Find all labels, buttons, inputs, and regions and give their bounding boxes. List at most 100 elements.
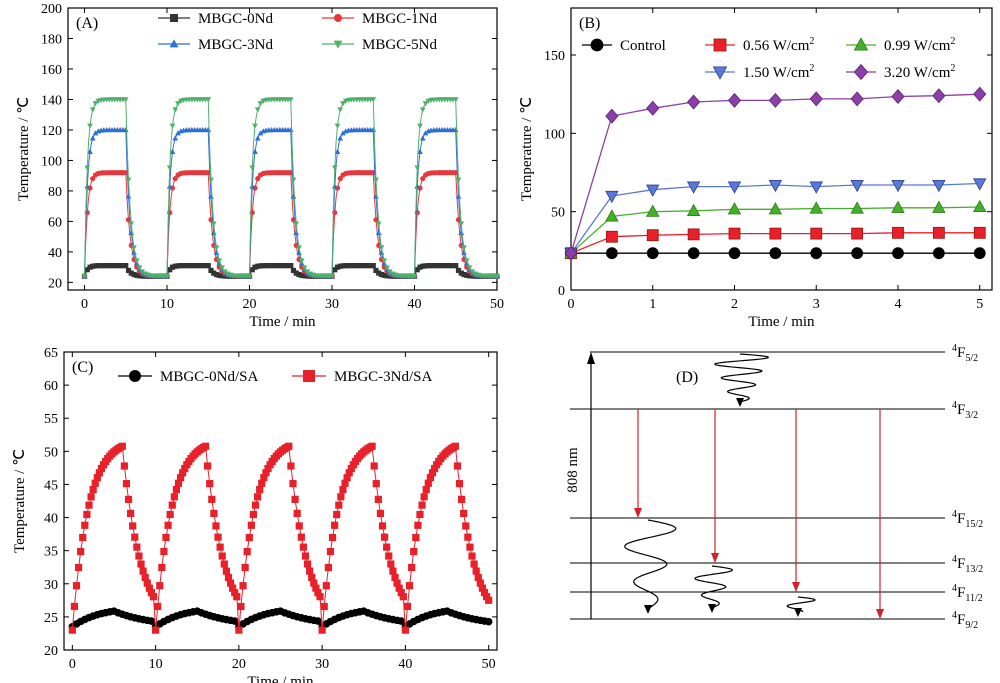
x-tick-label: 40 <box>398 657 412 672</box>
panel-label: (A) <box>76 15 98 32</box>
data-point <box>314 589 322 597</box>
data-point <box>399 593 407 601</box>
data-point <box>252 264 258 270</box>
x-tick-label: 20 <box>243 297 257 312</box>
data-point <box>333 510 341 519</box>
data-point <box>810 227 823 240</box>
data-point <box>318 626 326 634</box>
data-point <box>87 493 95 501</box>
data-point <box>932 200 946 213</box>
data-point <box>247 521 255 529</box>
data-point <box>249 165 256 171</box>
data-point <box>206 480 214 488</box>
panel-d: 4F5/2 4F3/2 4F15/2 4F13/2 4F11/2 4F9/2 (D) 808 … <box>565 343 983 631</box>
y-tick-label: 60 <box>48 215 62 230</box>
panel-c: 0 10 20 30 40 50 20 25 30 35 40 45 50 55 60 65 Time / mi… <box>12 346 498 683</box>
data-point <box>430 464 439 473</box>
data-point <box>219 273 225 279</box>
legend-label: 1.50 W/cm2 <box>743 63 814 81</box>
data-point <box>403 602 412 611</box>
data-point <box>216 258 223 264</box>
data-point <box>204 462 212 470</box>
data-point <box>172 107 179 113</box>
data-point <box>339 486 347 494</box>
data-point <box>257 263 264 269</box>
y-tick-label: 25 <box>44 611 58 626</box>
data-point <box>128 270 134 276</box>
data-point <box>370 97 377 103</box>
data-point <box>122 480 131 488</box>
data-point <box>768 92 782 108</box>
data-point <box>687 228 700 241</box>
data-point <box>243 547 251 556</box>
data-point <box>277 263 283 269</box>
data-point <box>417 264 423 270</box>
data-point <box>125 177 132 183</box>
legend-label: MBGC-3Nd/SA <box>334 369 433 385</box>
data-point <box>372 480 380 488</box>
data-point <box>464 533 472 541</box>
legend: Control 0.56 W/cm2 0.99 W/cm2 1.50 W/cm2 3.2… <box>582 36 955 81</box>
data-point <box>134 272 140 278</box>
legend-marker <box>712 66 728 80</box>
data-point <box>376 270 382 276</box>
data-point <box>85 501 93 509</box>
data-point <box>301 273 308 279</box>
data-point <box>408 563 416 572</box>
data-point <box>87 264 93 270</box>
data-point <box>205 97 212 103</box>
panel-a: 0 10 20 30 40 50 20 40 60 80 100 120 140 160 180 200 Tim… <box>16 2 504 330</box>
data-point <box>380 533 389 541</box>
data-point <box>414 267 420 273</box>
data-point <box>181 464 189 473</box>
x-tick-label: 30 <box>315 657 329 672</box>
data-point <box>172 135 179 141</box>
data-point <box>932 88 946 104</box>
legend: MBGC-0Nd/SA MBGC-3Nd/SA <box>118 369 433 385</box>
x-tick-label: 0 <box>81 297 88 312</box>
x-axis-label: Time / min <box>748 314 815 330</box>
data-point <box>310 579 318 587</box>
data-point <box>194 263 200 269</box>
x-tick-label: 50 <box>482 657 496 672</box>
data-point <box>452 97 459 103</box>
data-point <box>468 552 476 560</box>
data-point <box>90 175 96 182</box>
data-point <box>301 552 310 560</box>
data-point <box>973 247 986 260</box>
data-point <box>433 263 440 269</box>
data-point <box>255 263 261 269</box>
data-point <box>160 547 168 556</box>
x-tick-label: 50 <box>490 297 504 312</box>
data-point <box>298 258 305 264</box>
data-point <box>450 263 456 269</box>
data-point <box>370 263 376 269</box>
y-tick-label: 80 <box>48 185 62 200</box>
data-point <box>170 493 178 501</box>
data-point <box>84 267 90 273</box>
data-point <box>331 183 338 189</box>
data-point <box>262 469 270 477</box>
data-point <box>393 579 401 587</box>
data-point <box>189 263 195 269</box>
data-point <box>211 270 217 276</box>
data-point <box>93 474 101 482</box>
data-point <box>74 563 83 572</box>
data-point <box>89 486 97 494</box>
data-point <box>463 258 470 264</box>
x-tick-label: 1 <box>649 297 656 312</box>
data-point <box>605 108 619 124</box>
data-point <box>810 247 823 260</box>
data-point <box>769 227 782 240</box>
data-point <box>297 533 305 541</box>
data-point <box>249 510 258 519</box>
legend-label: MBGC-0Nd <box>198 11 274 27</box>
data-point <box>169 148 176 154</box>
data-point <box>418 501 426 509</box>
data-point <box>123 263 129 269</box>
data-point <box>158 563 166 572</box>
data-point <box>458 495 466 503</box>
data-point <box>175 130 181 136</box>
data-point <box>458 221 465 227</box>
data-point <box>384 273 390 279</box>
